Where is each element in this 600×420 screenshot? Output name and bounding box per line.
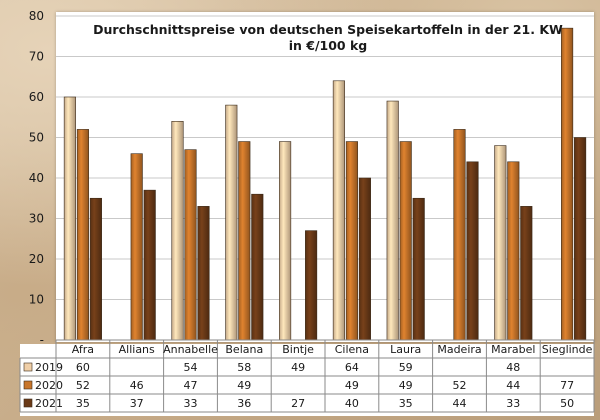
chart-subtitle: in €/100 kg	[289, 38, 368, 53]
series-label: 2020	[35, 379, 63, 392]
table-cell-value: 49	[345, 379, 359, 392]
bar-2020-sieglinde	[561, 27, 574, 341]
table-cell-value: 37	[130, 397, 144, 410]
bar-2019-bintje	[279, 141, 292, 341]
table-cell-value: 46	[130, 379, 144, 392]
table-cell-value: 60	[76, 361, 90, 374]
series-label: 2021	[35, 397, 63, 410]
table-cell-value: 58	[237, 361, 251, 374]
y-tick-label: 60	[29, 90, 44, 104]
table-cell-value: 27	[291, 397, 305, 410]
table-cell-value: 47	[184, 379, 198, 392]
bar-2021-afra	[89, 197, 102, 341]
legend-swatch-2020	[23, 380, 33, 390]
bar-2020-cilena	[345, 141, 358, 341]
y-tick-label: 20	[29, 252, 44, 266]
bar-2020-annabelle	[184, 149, 197, 341]
table-cell-value: 49	[399, 379, 413, 392]
data-table: Afra Allians Annabelle Belana Bintje Cilena La…	[19, 339, 595, 413]
category-label: Bintje	[282, 343, 314, 356]
table-cell-value: 35	[399, 397, 413, 410]
bar-2021-cilena	[358, 177, 371, 341]
category-label: Allians	[119, 343, 155, 356]
legend-swatch-2021	[23, 398, 33, 408]
table-cell-value: 44	[506, 379, 520, 392]
category-label: Afra	[72, 343, 94, 356]
table-cell-value: 52	[453, 379, 467, 392]
category-label: Sieglinde	[542, 343, 593, 356]
bars	[63, 27, 587, 341]
y-tick-label: 80	[29, 9, 44, 23]
bar-2021-sieglinde	[574, 137, 587, 341]
bar-2021-laura	[412, 197, 425, 341]
y-tick-label: 70	[29, 50, 44, 64]
table-cell-value: 49	[291, 361, 305, 374]
category-label: Cilena	[335, 343, 369, 356]
bar-2019-afra	[63, 96, 76, 341]
bar-2020-marabel	[507, 161, 520, 341]
table-cell-value: 44	[453, 397, 467, 410]
y-tick-label: 50	[29, 131, 44, 145]
bar-2019-cilena	[332, 80, 345, 341]
bar-2019-annabelle	[171, 121, 184, 341]
table-cell-value: 36	[237, 397, 251, 410]
bar-2020-madeira	[453, 129, 466, 341]
bar-2020-allians	[130, 153, 143, 341]
series-label: 2019	[35, 361, 63, 374]
category-label: Madeira	[437, 343, 481, 356]
table-cell-value: 50	[560, 397, 574, 410]
table-cell-value: 59	[399, 361, 413, 374]
category-label: Laura	[390, 343, 421, 356]
chart-title-group: Durchschnittspreise von deutschen Speise…	[93, 22, 563, 53]
y-tick-label: -	[40, 333, 44, 347]
table-cell-value: 77	[560, 379, 574, 392]
table-cell-value: 54	[184, 361, 198, 374]
bar-2021-allians	[143, 189, 156, 341]
bar-2020-afra	[76, 129, 89, 341]
table-cell-value: 33	[506, 397, 520, 410]
table-cell-value: 64	[345, 361, 359, 374]
y-tick-label: 10	[29, 293, 44, 307]
legend-swatch-2019	[23, 362, 33, 372]
y-axis: - 10 20 30 40 50 60 70 80	[29, 9, 44, 347]
category-label: Marabel	[491, 343, 535, 356]
category-label: Belana	[225, 343, 263, 356]
bar-2021-madeira	[466, 161, 479, 341]
bar-2021-annabelle	[197, 206, 210, 341]
y-tick-label: 30	[29, 212, 44, 226]
table-cell-value: 35	[76, 397, 90, 410]
bar-2020-belana	[238, 141, 251, 341]
table-cell-value: 40	[345, 397, 359, 410]
bar-2021-belana	[251, 193, 264, 341]
bar-2020-laura	[399, 141, 412, 341]
chart-title: Durchschnittspreise von deutschen Speise…	[93, 22, 563, 37]
table-cell-value: 48	[506, 361, 520, 374]
bar-2019-marabel	[494, 145, 507, 341]
category-label: Annabelle	[163, 343, 218, 356]
bar-2021-marabel	[520, 206, 533, 341]
table-cell-value: 33	[184, 397, 198, 410]
table-cell-value: 49	[237, 379, 251, 392]
data-table-panel	[20, 344, 594, 416]
table-cell-value: 52	[76, 379, 90, 392]
bar-2019-belana	[225, 104, 238, 341]
bar-2019-laura	[386, 100, 399, 341]
y-tick-label: 40	[29, 171, 44, 185]
bar-2021-bintje	[305, 230, 318, 341]
